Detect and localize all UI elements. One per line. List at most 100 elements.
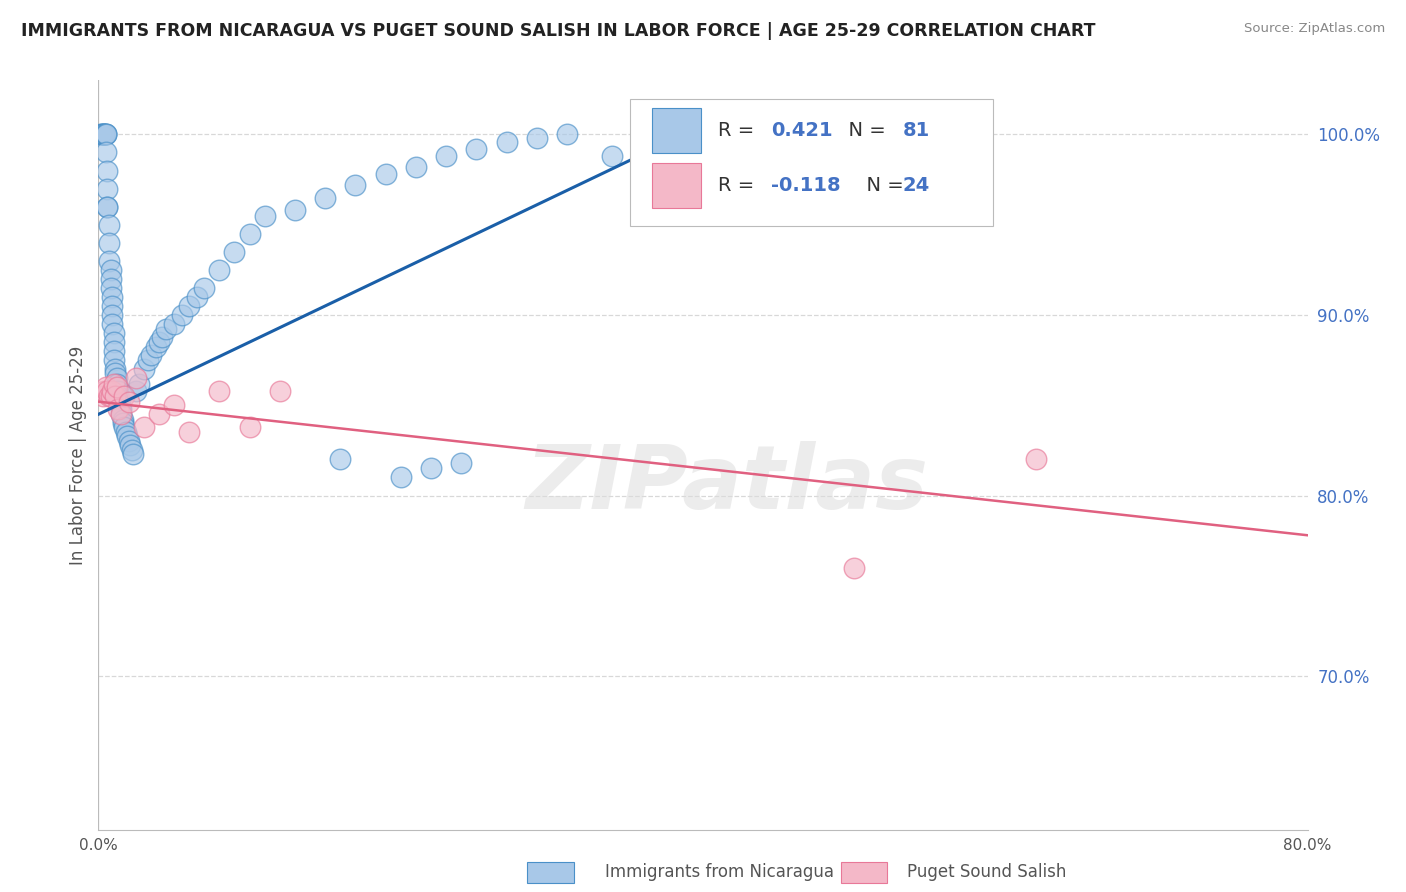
Text: ZIPatlas: ZIPatlas bbox=[526, 442, 929, 528]
Point bbox=[110, 407, 132, 421]
Point bbox=[374, 167, 396, 181]
Point bbox=[128, 376, 150, 391]
Point bbox=[420, 461, 443, 475]
Point bbox=[253, 209, 276, 223]
Point bbox=[389, 470, 412, 484]
Point bbox=[103, 353, 125, 368]
Text: R =: R = bbox=[717, 121, 761, 140]
Point bbox=[98, 389, 121, 403]
Point bbox=[96, 181, 118, 195]
Point bbox=[555, 128, 578, 142]
Point bbox=[107, 389, 129, 403]
Point bbox=[224, 244, 246, 259]
Y-axis label: In Labor Force | Age 25-29: In Labor Force | Age 25-29 bbox=[69, 345, 87, 565]
Point bbox=[103, 376, 125, 391]
Point bbox=[118, 394, 141, 409]
Point bbox=[91, 389, 114, 403]
Text: 0.421: 0.421 bbox=[770, 121, 832, 140]
Point bbox=[111, 417, 134, 431]
Point bbox=[1024, 452, 1046, 467]
Point bbox=[90, 128, 112, 142]
Point bbox=[107, 384, 129, 398]
Point bbox=[93, 128, 115, 142]
Point bbox=[111, 413, 134, 427]
Point bbox=[100, 389, 122, 403]
Point bbox=[141, 348, 163, 362]
Point bbox=[108, 398, 131, 412]
Point bbox=[96, 384, 118, 398]
Point bbox=[155, 322, 177, 336]
Point bbox=[91, 128, 114, 142]
FancyBboxPatch shape bbox=[652, 162, 700, 208]
Point bbox=[148, 407, 170, 421]
Point bbox=[132, 362, 155, 376]
Point bbox=[148, 334, 170, 349]
Point bbox=[90, 128, 112, 142]
Point bbox=[105, 380, 128, 394]
Text: 81: 81 bbox=[903, 121, 929, 140]
Point bbox=[434, 149, 457, 163]
Point bbox=[193, 281, 215, 295]
Point bbox=[94, 380, 117, 394]
Point bbox=[118, 434, 141, 449]
Point bbox=[101, 299, 124, 313]
Point bbox=[208, 263, 231, 277]
Point bbox=[96, 200, 118, 214]
Point bbox=[93, 384, 115, 398]
Point bbox=[101, 308, 124, 322]
Point bbox=[110, 401, 132, 416]
Point bbox=[179, 299, 201, 313]
Point bbox=[94, 128, 117, 142]
Point bbox=[284, 203, 307, 218]
Point bbox=[208, 384, 231, 398]
Point bbox=[405, 160, 427, 174]
Text: IMMIGRANTS FROM NICARAGUA VS PUGET SOUND SALISH IN LABOR FORCE | AGE 25-29 CORRE: IMMIGRANTS FROM NICARAGUA VS PUGET SOUND… bbox=[21, 22, 1095, 40]
Point bbox=[136, 353, 159, 368]
Point bbox=[239, 227, 262, 241]
Point bbox=[105, 371, 128, 385]
Point bbox=[96, 163, 118, 178]
Point bbox=[101, 317, 124, 331]
Text: Source: ZipAtlas.com: Source: ZipAtlas.com bbox=[1244, 22, 1385, 36]
Point bbox=[110, 407, 132, 421]
Point bbox=[101, 290, 124, 304]
Point bbox=[844, 561, 866, 575]
Point bbox=[91, 128, 114, 142]
Point bbox=[179, 425, 201, 440]
Point bbox=[94, 145, 117, 160]
Text: N =: N = bbox=[837, 121, 891, 140]
Point bbox=[344, 178, 367, 192]
Point bbox=[93, 128, 115, 142]
FancyBboxPatch shape bbox=[652, 108, 700, 153]
Text: Immigrants from Nicaragua: Immigrants from Nicaragua bbox=[605, 863, 834, 881]
Point bbox=[104, 366, 127, 380]
FancyBboxPatch shape bbox=[630, 99, 993, 227]
Point bbox=[314, 191, 336, 205]
Point bbox=[465, 142, 488, 156]
Text: R =: R = bbox=[717, 176, 761, 194]
Text: Puget Sound Salish: Puget Sound Salish bbox=[907, 863, 1066, 881]
Point bbox=[94, 128, 117, 142]
Point bbox=[122, 447, 145, 461]
Point bbox=[115, 429, 138, 443]
Point bbox=[132, 420, 155, 434]
Point bbox=[269, 384, 291, 398]
Point bbox=[163, 317, 186, 331]
Point bbox=[114, 425, 136, 440]
Point bbox=[98, 253, 121, 268]
Point bbox=[495, 135, 517, 149]
Point bbox=[125, 384, 148, 398]
Point bbox=[647, 172, 669, 186]
Point bbox=[96, 200, 118, 214]
Point bbox=[170, 308, 193, 322]
Point bbox=[107, 401, 129, 416]
Point bbox=[105, 376, 128, 391]
Text: 24: 24 bbox=[903, 176, 929, 194]
Point bbox=[239, 420, 262, 434]
Text: -0.118: -0.118 bbox=[770, 176, 841, 194]
Point bbox=[100, 281, 122, 295]
Point bbox=[125, 371, 148, 385]
Point bbox=[103, 326, 125, 340]
Point bbox=[103, 344, 125, 359]
Point bbox=[329, 452, 352, 467]
